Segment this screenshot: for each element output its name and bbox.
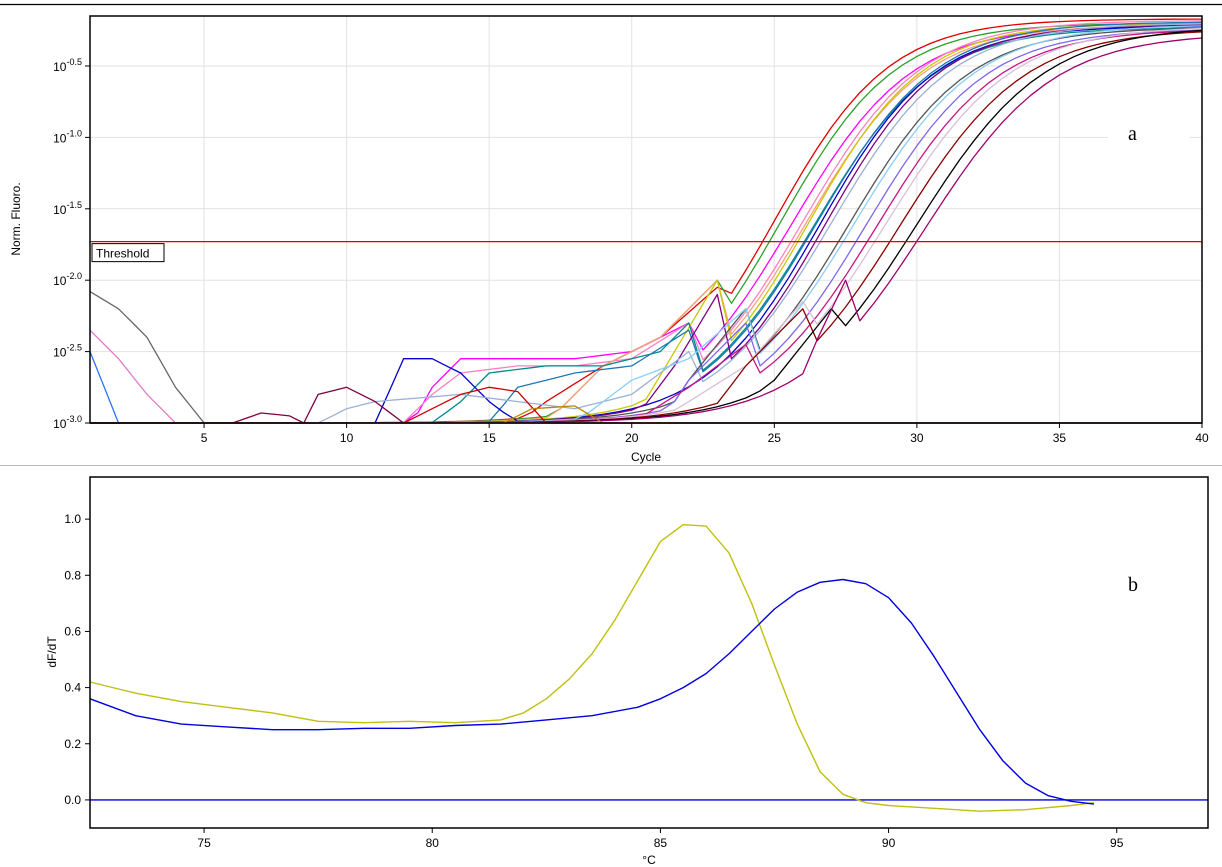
panel-b-x-label: °C <box>642 853 656 867</box>
panel-a-letter: a <box>1128 123 1137 145</box>
panel-b-series <box>89 524 1208 812</box>
panel-a-x-tick-label: 25 <box>768 431 782 445</box>
panel-a-y-tick-label: 10-1.0 <box>53 128 82 145</box>
panel-b-x-tick-label: 85 <box>654 836 668 850</box>
panel-a-x-tick-label: 20 <box>625 431 639 445</box>
panel-a-x-tick-label: 15 <box>482 431 496 445</box>
panel-a-x-label: Cycle <box>631 450 661 464</box>
panel-a-x-tick-label: 40 <box>1195 431 1209 445</box>
panel-b-y-label: dF/dT <box>45 636 59 668</box>
panel-a-x-tick-label: 5 <box>201 431 208 445</box>
panel-a-chart: Threshold a 5 10 15 20 25 30 35 40 10-3.0 10-2.5 1… <box>9 15 1209 464</box>
panel-b-x-tick-label: 90 <box>882 836 896 850</box>
panel-b-y-tick-label: 0.0 <box>64 793 81 807</box>
threshold-label: Threshold <box>96 247 149 261</box>
panel-b-x-tick-label: 75 <box>197 836 211 850</box>
panel-a-x-tick-label: 30 <box>910 431 924 445</box>
panel-a-frame <box>89 15 1203 424</box>
panel-a-y-tick-label: 10-0.5 <box>53 57 82 74</box>
panel-a-plot-area <box>90 16 1202 423</box>
panel-a-y-label: Norm. Fluoro. <box>9 182 23 255</box>
panel-b-x-tick-label: 95 <box>1110 836 1124 850</box>
melt-curve[interactable] <box>89 524 1094 812</box>
panel-a-y-tick-label: 10-2.5 <box>53 343 82 360</box>
panel-b-frame <box>89 476 1209 829</box>
panel-a-x-tick-label: 10 <box>340 431 354 445</box>
panel-a-ticks: 5 10 15 20 25 30 35 40 10-3.0 10-2.5 10-2.0 10-1.5 1… <box>53 57 1209 445</box>
panel-b-y-tick-label: 1.0 <box>64 512 81 526</box>
panel-a-y-tick-label: 10-2.0 <box>53 271 82 288</box>
panel-a-y-tick-label: 10-3.0 <box>53 414 82 431</box>
threshold-label-box[interactable]: Threshold <box>91 243 165 263</box>
panel-b-chart: b 75 80 85 90 95 0.0 0.2 0.4 0.6 0.8 1.0 °C dF/dT <box>45 476 1209 867</box>
panel-a-y-tick-label: 10-1.5 <box>53 200 82 217</box>
panel-b-y-tick-label: 0.8 <box>64 568 81 582</box>
panel-b-y-tick-label: 0.6 <box>64 624 81 638</box>
panel-a-letter-bg <box>1108 103 1190 153</box>
panel-b-plot-area <box>90 477 1208 828</box>
panel-b-y-tick-label: 0.2 <box>64 737 81 751</box>
panel-a-x-tick-label: 35 <box>1053 431 1067 445</box>
melt-curve[interactable] <box>89 578 1094 805</box>
panel-b-ticks: 75 80 85 90 95 0.0 0.2 0.4 0.6 0.8 1.0 <box>64 512 1123 850</box>
panel-b-y-tick-label: 0.4 <box>64 681 81 695</box>
panel-b-x-tick-label: 80 <box>426 836 440 850</box>
panel-b-letter: b <box>1128 574 1138 596</box>
panel-b-letter-bg <box>1110 545 1182 595</box>
